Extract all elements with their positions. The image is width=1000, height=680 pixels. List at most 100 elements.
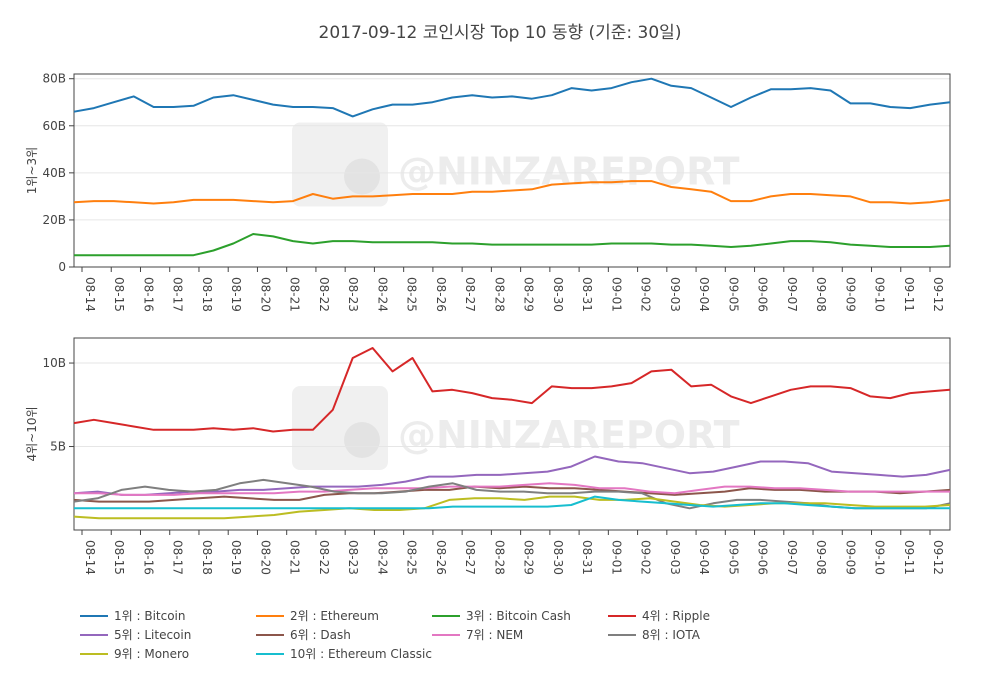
- x-tick-label: 08-26: [434, 540, 448, 575]
- x-tick-label: 08-27: [463, 277, 477, 312]
- y-tick-label: 5B: [50, 440, 66, 454]
- x-tick-label: 09-01: [609, 277, 623, 312]
- x-tick-label: 08-18: [200, 277, 214, 312]
- watermark-text: @NINZAREPORT: [398, 413, 740, 457]
- x-tick-label: 08-30: [551, 277, 565, 312]
- x-tick-label: 09-12: [931, 277, 945, 312]
- series-line-2-7: [74, 495, 950, 510]
- legend-label: 8위 : IOTA: [642, 628, 701, 642]
- legend-label: 1위 : Bitcoin: [114, 609, 186, 623]
- x-tick-label: 08-19: [229, 540, 243, 575]
- x-tick-label: 09-12: [931, 540, 945, 575]
- legend-label: 2위 : Ethereum: [290, 609, 379, 623]
- x-tick-label: 08-27: [463, 540, 477, 575]
- x-tick-label: 08-30: [551, 540, 565, 575]
- legend-label: 9위 : Monero: [114, 647, 189, 661]
- watermark-logo-icon: [292, 386, 388, 470]
- x-tick-label: 08-31: [580, 277, 594, 312]
- plot-frame: [73, 337, 951, 531]
- y-axis-title: 4위~10위: [25, 406, 39, 461]
- x-tick-label: 09-05: [726, 540, 740, 575]
- x-tick-label: 09-05: [726, 277, 740, 312]
- x-tick-label: 09-09: [843, 540, 857, 575]
- x-tick-label: 09-03: [668, 540, 682, 575]
- panel-2: @NINZAREPORT 5B 10B 08-14 08-15 08-16 08-17 08-…: [25, 337, 951, 575]
- legend-item: 10위 : Ethereum Classic: [256, 647, 432, 661]
- panels: @NINZAREPORT 0 20B 40B 60B 80B 08-14 08-15 08-16…: [25, 72, 951, 575]
- legend-label: 4위 : Ripple: [642, 609, 710, 623]
- x-tick-label: 09-11: [902, 277, 916, 312]
- x-tick-label: 08-14: [83, 540, 97, 575]
- x-tick-label: 09-07: [785, 277, 799, 312]
- x-tick-label: 09-08: [814, 277, 828, 312]
- y-tick-label: 80B: [42, 72, 66, 86]
- panel-1: @NINZAREPORT 0 20B 40B 60B 80B 08-14 08-15 08-16…: [25, 72, 951, 312]
- x-tick-label: 08-16: [141, 277, 155, 312]
- watermark-text: @NINZAREPORT: [398, 150, 740, 194]
- legend-item: 1위 : Bitcoin: [80, 609, 186, 623]
- x-tick-label: 08-14: [83, 277, 97, 312]
- x-tick-label: 09-08: [814, 540, 828, 575]
- series-line-2-1: [73, 347, 951, 433]
- y-axis-title: 1위~3위: [25, 147, 39, 194]
- legend-item: 6위 : Dash: [256, 628, 351, 642]
- legend-label: 3위 : Bitcoin Cash: [466, 609, 571, 623]
- x-tick-label: 08-23: [346, 540, 360, 575]
- y-tick-label: 10B: [42, 356, 66, 370]
- legend-item: 4위 : Ripple: [608, 609, 710, 623]
- series-line-2-2: [73, 455, 951, 496]
- x-tick-label: 08-15: [112, 277, 126, 312]
- legend-item: 5위 : Litecoin: [80, 628, 191, 642]
- series-line-1-2: [73, 180, 951, 205]
- x-tick-label: 08-28: [492, 540, 506, 575]
- x-tick-label: 08-24: [375, 277, 389, 312]
- legend: 1위 : Bitcoin 2위 : Ethereum 3위 : Bitcoin Ca…: [80, 609, 710, 661]
- x-tick-label: 09-04: [697, 540, 711, 575]
- x-tick-label: 09-11: [902, 540, 916, 575]
- x-tick-label: 08-18: [200, 540, 214, 575]
- x-tick-label: 08-22: [317, 277, 331, 312]
- x-tick-label: 08-26: [434, 277, 448, 312]
- series-line-2-3: [73, 485, 951, 503]
- x-tick-label: 08-28: [492, 277, 506, 312]
- watermark-pie-icon: [344, 422, 380, 458]
- legend-item: 7위 : NEM: [432, 628, 523, 642]
- x-tick-label: 08-23: [346, 277, 360, 312]
- x-tick-label: 09-10: [873, 277, 887, 312]
- y-tick-label: 60B: [42, 119, 66, 133]
- x-tick-label: 08-25: [405, 540, 419, 575]
- legend-item: 2위 : Ethereum: [256, 609, 379, 623]
- series-line-2-6: [73, 495, 951, 520]
- x-tick-label: 08-31: [580, 540, 594, 575]
- x-tick-label: 09-06: [756, 540, 770, 575]
- x-tick-label: 09-04: [697, 277, 711, 312]
- watermark: @NINZAREPORT: [292, 386, 740, 470]
- legend-label: 7위 : NEM: [466, 628, 523, 642]
- legend-item: 3위 : Bitcoin Cash: [432, 609, 571, 623]
- x-tick-label: 08-29: [522, 277, 536, 312]
- x-tick-label: 08-17: [171, 540, 185, 575]
- x-tick-label: 08-22: [317, 540, 331, 575]
- x-tick-label: 09-10: [873, 540, 887, 575]
- x-tick-label: 09-01: [609, 540, 623, 575]
- watermark-logo-icon: [292, 122, 388, 207]
- x-tick-label: 08-20: [258, 277, 272, 312]
- series-line-1-1: [73, 77, 951, 118]
- legend-item: 8위 : IOTA: [608, 628, 701, 642]
- chart-title: 2017-09-12 코인시장 Top 10 동향 (기준: 30일): [319, 23, 682, 43]
- x-tick-label: 08-24: [375, 540, 389, 575]
- x-tick-label: 09-09: [843, 277, 857, 312]
- watermark: @NINZAREPORT: [292, 122, 740, 207]
- x-tick-label: 08-25: [405, 277, 419, 312]
- x-tick-label: 08-15: [112, 540, 126, 575]
- x-tick-label: 08-20: [258, 540, 272, 575]
- legend-item: 9위 : Monero: [80, 647, 189, 661]
- legend-label: 10위 : Ethereum Classic: [290, 647, 432, 661]
- x-tick-label: 09-03: [668, 277, 682, 312]
- x-tick-label: 08-17: [171, 277, 185, 312]
- watermark-pie-icon: [344, 158, 380, 195]
- x-tick-label: 08-21: [288, 277, 302, 312]
- y-tick-label: 0: [58, 260, 66, 274]
- x-tick-label: 09-07: [785, 540, 799, 575]
